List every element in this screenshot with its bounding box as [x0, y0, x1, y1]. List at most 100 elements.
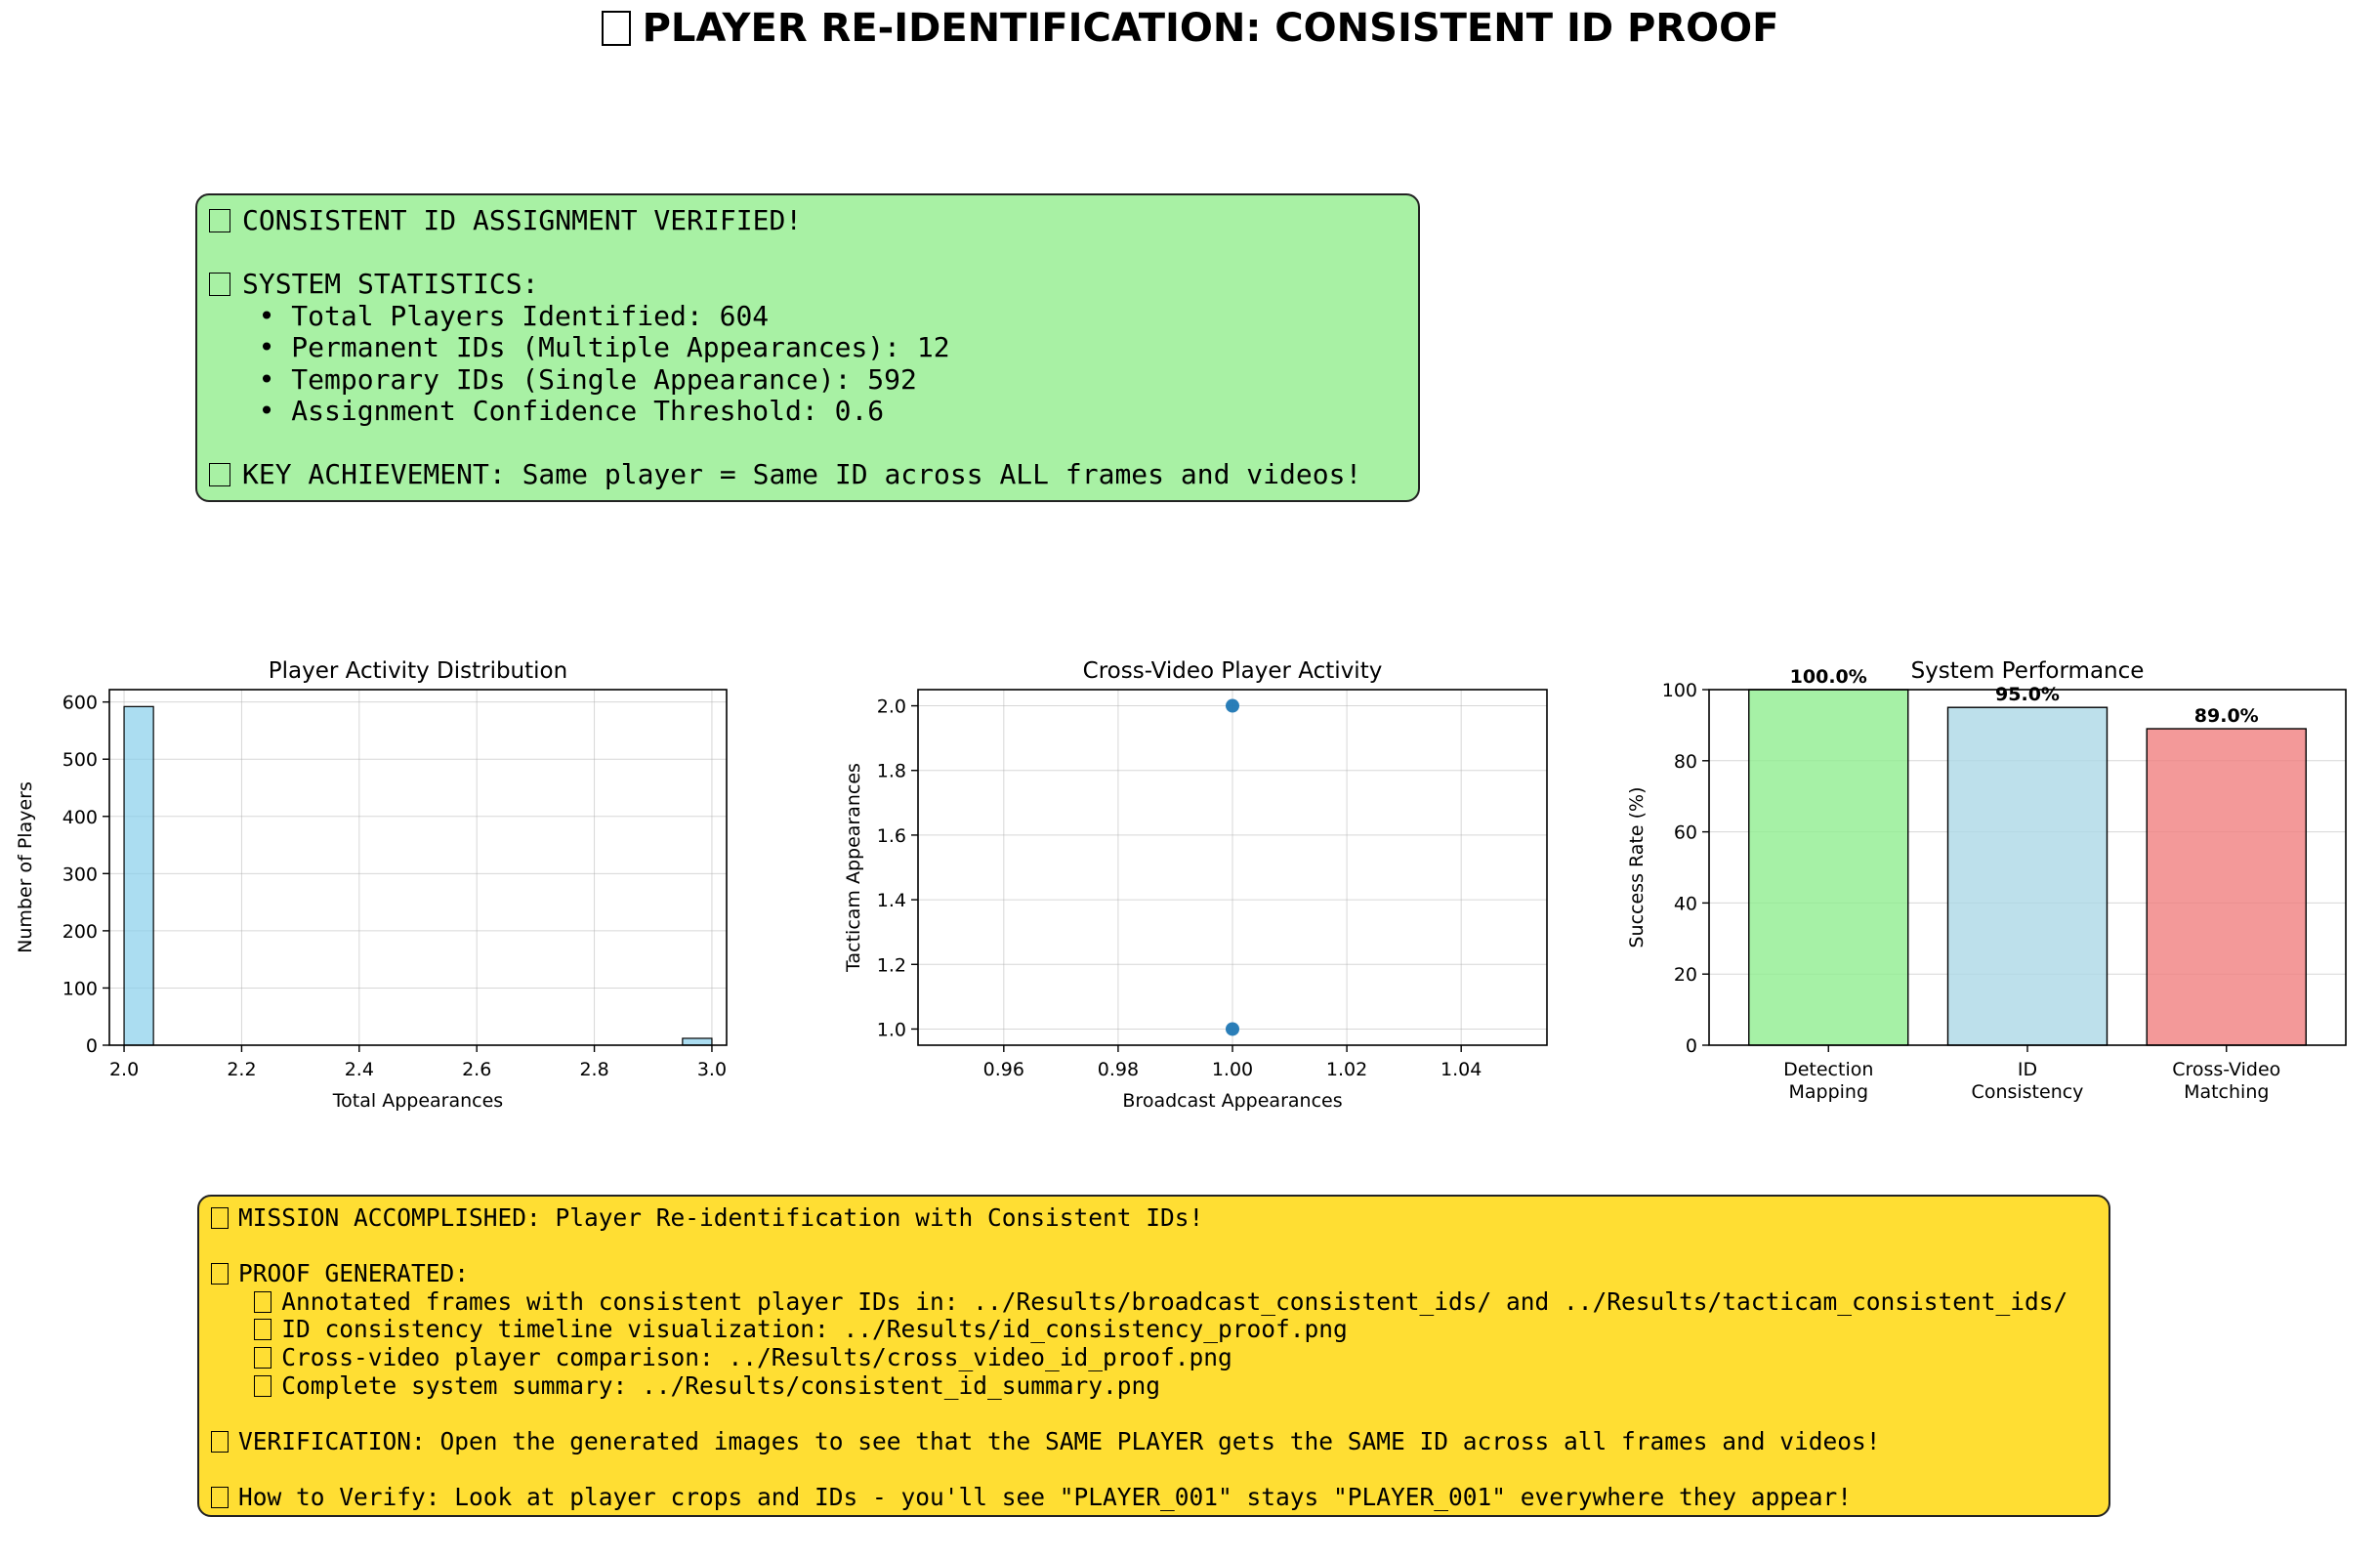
y-tick-label: 2.0 — [877, 696, 906, 718]
stats_box-line: • Temporary IDs (Single Appearance): 592 — [209, 362, 1406, 397]
y-tick-label: 60 — [1674, 822, 1697, 844]
x-tick-label: 3.0 — [697, 1059, 727, 1080]
summary_box-line-text: ID consistency timeline visualization: .… — [281, 1315, 1348, 1344]
stats_box-line-text: KEY ACHIEVEMENT: Same player = Same ID a… — [242, 458, 1362, 490]
page-title: PLAYER RE-IDENTIFICATION: CONSISTENT ID … — [0, 6, 2380, 51]
stats_box-line: • Total Players Identified: 604 — [209, 299, 1406, 333]
y-tick-label: 100 — [63, 978, 98, 999]
stats_box-line-text: • Total Players Identified: 604 — [209, 299, 770, 332]
summary-box: MISSION ACCOMPLISHED: Player Re-identifi… — [197, 1195, 2110, 1517]
summary_box-line: ID consistency timeline visualization: .… — [211, 1316, 2097, 1344]
stats_box-line-text: • Assignment Confidence Threshold: 0.6 — [209, 395, 885, 427]
data-label: 95.0% — [1995, 684, 2060, 705]
stats_box-line-text: CONSISTENT ID ASSIGNMENT VERIFIED! — [242, 204, 803, 236]
y-axis-label: Success Rate (%) — [1626, 786, 1648, 948]
scatter-point — [1226, 1022, 1239, 1036]
summary_box-line-text: Cross-video player comparison: ../Result… — [281, 1342, 1232, 1371]
title-emoji-icon — [601, 11, 631, 46]
performance-bar — [1748, 689, 1909, 1046]
x-tick-label: Detection — [1783, 1059, 1873, 1080]
emoji-icon — [211, 1263, 229, 1285]
emoji-icon — [209, 209, 230, 232]
summary_box-line-text: How to Verify: Look at player crops and … — [238, 1482, 1853, 1511]
chart-title: Cross-Video Player Activity — [1083, 658, 1383, 684]
histogram-bar — [123, 705, 154, 1046]
x-tick-label: 2.0 — [109, 1059, 139, 1080]
summary_box-line-text: PROOF GENERATED: — [238, 1259, 470, 1288]
emoji-icon — [211, 1430, 229, 1453]
y-tick-label: 100 — [1662, 680, 1697, 701]
y-tick-label: 300 — [63, 864, 98, 885]
stats_box-line-text: SYSTEM STATISTICS: — [242, 268, 539, 300]
x-tick-label: 1.00 — [1212, 1059, 1253, 1080]
x-tick-label: ID — [2018, 1059, 2037, 1080]
y-tick-label: 200 — [63, 921, 98, 943]
page-title-text: PLAYER RE-IDENTIFICATION: CONSISTENT ID … — [642, 6, 1779, 51]
x-tick-label: 0.96 — [983, 1059, 1024, 1080]
performance-bar — [2146, 728, 2307, 1046]
y-axis-label: Number of Players — [15, 781, 36, 953]
y-tick-label: 1.0 — [877, 1019, 906, 1040]
x-tick-label: 2.2 — [227, 1059, 256, 1080]
summary_box-line: VERIFICATION: Open the generated images … — [211, 1426, 2097, 1456]
emoji-icon — [254, 1374, 272, 1397]
data-label: 89.0% — [2194, 705, 2259, 727]
summary_box-line-text: Complete system summary: ../Results/cons… — [281, 1370, 1161, 1400]
x-tick-label: 2.4 — [345, 1059, 374, 1080]
emoji-icon — [254, 1290, 272, 1313]
performance-bar — [1946, 706, 2109, 1046]
x-axis-label: Total Appearances — [332, 1090, 503, 1112]
summary_box-line: Complete system summary: ../Results/cons… — [211, 1370, 2097, 1401]
y-tick-label: 1.2 — [877, 954, 906, 976]
y-tick-label: 600 — [63, 693, 98, 714]
y-tick-label: 1.4 — [877, 890, 906, 911]
scatter-point — [1226, 698, 1239, 713]
emoji-icon — [211, 1486, 229, 1508]
emoji-icon — [211, 1207, 229, 1229]
summary_box-line: PROOF GENERATED: — [211, 1259, 2097, 1288]
stats_box-line: KEY ACHIEVEMENT: Same player = Same ID a… — [209, 458, 1406, 491]
x-tick-label: 0.98 — [1098, 1059, 1139, 1080]
summary_box-line: MISSION ACCOMPLISHED: Player Re-identifi… — [211, 1203, 2097, 1233]
x-tick-label: 1.04 — [1441, 1059, 1482, 1080]
y-axis-label: Tacticam Appearances — [843, 763, 864, 973]
stats_box-line: CONSISTENT ID ASSIGNMENT VERIFIED! — [209, 204, 1406, 237]
y-tick-label: 80 — [1674, 751, 1697, 773]
stats_box-line: • Assignment Confidence Threshold: 0.6 — [209, 395, 1406, 428]
x-tick-label: Mapping — [1788, 1081, 1868, 1103]
stats_box-line: • Permanent IDs (Multiple Appearances): … — [209, 331, 1406, 364]
x-axis-label: Broadcast Appearances — [1122, 1090, 1342, 1112]
emoji-icon — [209, 273, 230, 296]
summary_box-line-text: MISSION ACCOMPLISHED: Player Re-identifi… — [238, 1203, 1204, 1232]
emoji-icon — [254, 1346, 272, 1369]
summary_box-line: Cross-video player comparison: ../Result… — [211, 1342, 2097, 1372]
summary_box-line-text: VERIFICATION: Open the generated images … — [238, 1426, 1881, 1455]
y-tick-label: 500 — [63, 749, 98, 771]
x-tick-label: Consistency — [1972, 1081, 2084, 1103]
axes-frame — [108, 689, 728, 1046]
stats_box-line-text: • Permanent IDs (Multiple Appearances): … — [209, 331, 950, 363]
y-tick-label: 20 — [1674, 964, 1697, 986]
x-tick-label: 2.8 — [579, 1059, 608, 1080]
emoji-icon — [254, 1319, 272, 1341]
y-tick-label: 0 — [86, 1035, 98, 1057]
x-tick-label: Cross-Video — [2172, 1059, 2280, 1080]
chart-title: System Performance — [1911, 658, 2145, 684]
y-tick-label: 400 — [63, 807, 98, 828]
y-tick-label: 0 — [1686, 1035, 1697, 1057]
summary_box-line: How to Verify: Look at player crops and … — [211, 1482, 2097, 1512]
histogram-bar — [682, 1037, 713, 1046]
y-tick-label: 1.8 — [877, 761, 906, 782]
x-tick-label: Matching — [2184, 1081, 2269, 1103]
data-label: 100.0% — [1790, 666, 1867, 688]
stats-box: CONSISTENT ID ASSIGNMENT VERIFIED! SYSTEM… — [195, 193, 1420, 502]
chart-title: Player Activity Distribution — [269, 658, 567, 684]
y-tick-label: 40 — [1674, 893, 1697, 914]
emoji-icon — [209, 463, 230, 486]
x-tick-label: 1.02 — [1326, 1059, 1367, 1080]
summary_box-line-text: Annotated frames with consistent player … — [281, 1286, 2068, 1316]
y-tick-label: 1.6 — [877, 825, 906, 847]
stats_box-line-text: • Temporary IDs (Single Appearance): 592 — [209, 362, 917, 396]
axes-frame — [1708, 689, 2347, 1046]
